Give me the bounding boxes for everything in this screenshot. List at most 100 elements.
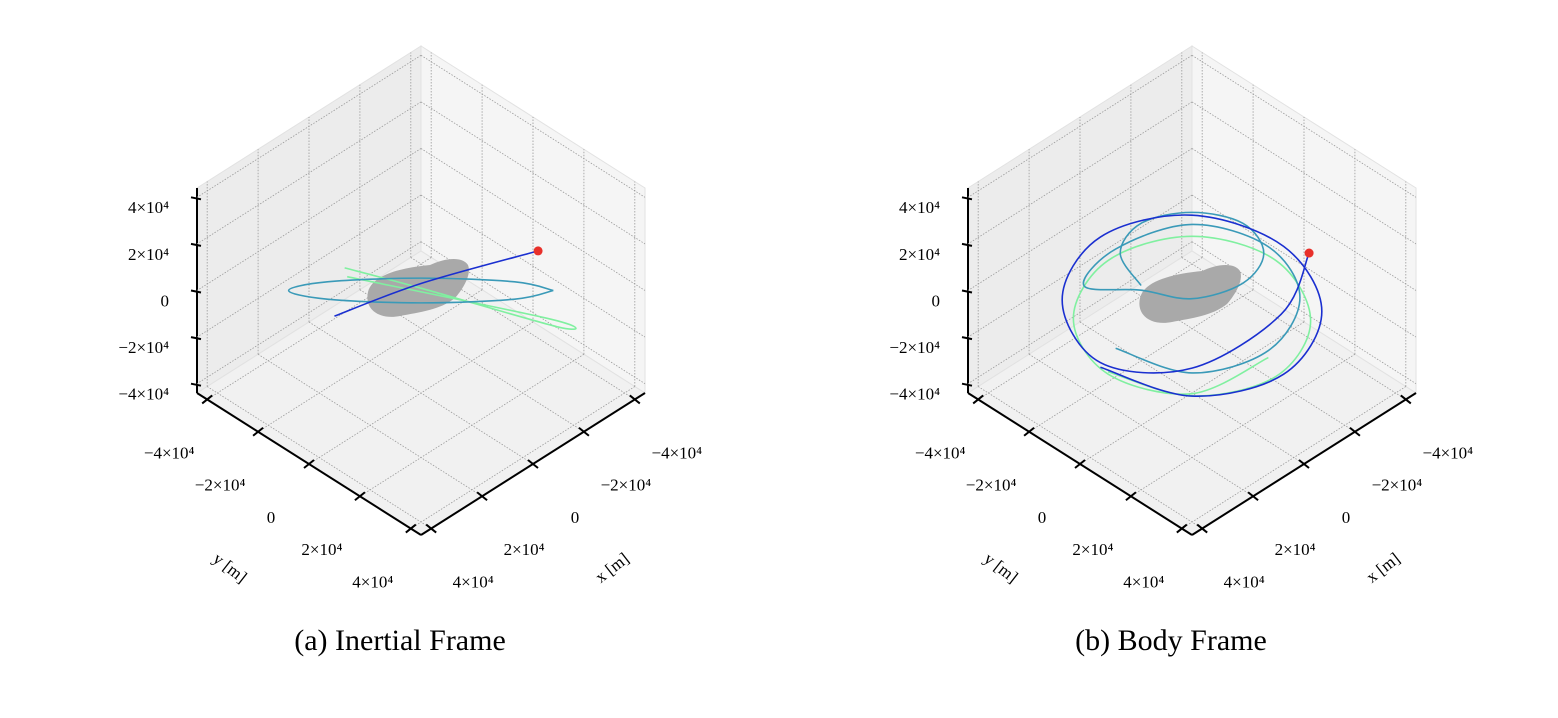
tick-mark	[578, 426, 590, 437]
trajectory	[334, 250, 539, 317]
tick-mark	[190, 289, 202, 294]
tick-mark	[190, 382, 202, 387]
x-tick-label: −2×10⁴	[1372, 476, 1423, 495]
y-tick-label: −4×10⁴	[915, 443, 966, 462]
tick-mark	[190, 196, 202, 201]
tick-mark	[190, 242, 202, 247]
grid-line	[967, 194, 1193, 338]
tick-mark	[425, 523, 437, 534]
grid-line	[420, 101, 646, 245]
grid-line	[1181, 386, 1407, 529]
grid-line	[206, 257, 432, 400]
z-tick-label: 2×10⁴	[128, 245, 169, 264]
tick-mark	[961, 242, 973, 247]
trajectory	[1061, 214, 1323, 397]
tick-mark	[961, 289, 973, 294]
x-tick-label: −4×10⁴	[1423, 443, 1474, 462]
grid-line	[1191, 101, 1417, 245]
z-tick-label: 4×10⁴	[128, 198, 169, 217]
trajectory	[1082, 211, 1301, 374]
z-tick-label: 2×10⁴	[899, 245, 940, 264]
tick-mark	[476, 491, 488, 502]
y-axis-label: y [m]	[209, 549, 250, 587]
z-tick-label: −4×10⁴	[118, 385, 169, 404]
z-tick-label: 4×10⁴	[899, 198, 940, 217]
tick-mark	[1400, 394, 1412, 405]
z-tick-label: −4×10⁴	[889, 385, 940, 404]
tick-mark	[527, 459, 539, 469]
panel-back	[190, 45, 646, 536]
tick-mark	[629, 394, 641, 405]
trajectory	[1072, 235, 1312, 397]
z-tick-label: −2×10⁴	[118, 338, 169, 357]
tick-mark	[1023, 426, 1035, 437]
grid-line	[967, 241, 1193, 385]
trajectory	[287, 277, 554, 304]
tick-mark	[1125, 491, 1137, 502]
x-tick-label: 4×10⁴	[453, 572, 494, 591]
x-tick-label: 0	[571, 508, 580, 527]
grid-line	[1130, 353, 1356, 497]
tick-mark	[190, 336, 202, 341]
y-tick-label: −2×10⁴	[195, 476, 246, 495]
grid-line	[967, 54, 1193, 198]
grid-line	[1191, 54, 1417, 198]
grid-line	[196, 194, 422, 338]
grid-line	[420, 241, 646, 385]
x-tick-label: −4×10⁴	[652, 443, 703, 462]
panel-front: −4×10⁴−2×10⁴02×10⁴4×10⁴−4×10⁴−2×10⁴02×10…	[889, 198, 1473, 591]
grid-line	[359, 353, 585, 497]
tick-mark	[1298, 459, 1310, 469]
asteroid	[1139, 264, 1241, 323]
tick-mark	[1349, 426, 1361, 437]
y-tick-label: −2×10⁴	[966, 476, 1017, 495]
y-tick-label: 2×10⁴	[301, 540, 342, 559]
tick-mark	[1074, 459, 1086, 469]
y-tick-label: 0	[1038, 508, 1047, 527]
tick-mark	[303, 459, 315, 469]
tick-mark	[961, 336, 973, 341]
x-axis-label: x [m]	[591, 549, 632, 587]
tick-mark	[201, 394, 213, 405]
grid-line	[308, 321, 534, 465]
tick-mark	[1176, 523, 1188, 534]
x-tick-label: 2×10⁴	[1275, 540, 1316, 559]
tick-mark	[1247, 491, 1259, 502]
start-point	[1304, 248, 1314, 258]
grid-line	[196, 148, 422, 291]
tick-mark	[1196, 523, 1208, 534]
z-tick-label: 0	[932, 291, 941, 310]
grid-line	[1191, 241, 1417, 385]
grid-line	[1028, 289, 1254, 433]
grid-line	[257, 289, 483, 433]
tick-mark	[252, 426, 264, 437]
caption: (a) Inertial Frame	[294, 624, 506, 657]
y-tick-label: −4×10⁴	[144, 443, 195, 462]
grid-line	[196, 101, 422, 245]
z-tick-label: 0	[161, 291, 170, 310]
caption: (b) Body Frame	[1075, 624, 1267, 657]
grid-line	[1191, 148, 1417, 291]
x-tick-label: 0	[1342, 508, 1351, 527]
trajectory	[344, 267, 577, 330]
z-tick-label: −2×10⁴	[889, 338, 940, 357]
tick-mark	[972, 394, 984, 405]
y-tick-label: 2×10⁴	[1072, 540, 1113, 559]
y-tick-label: 0	[267, 508, 276, 527]
grid-line	[967, 148, 1193, 291]
grid-line	[196, 54, 422, 198]
grid-line	[420, 54, 646, 198]
x-axis-label: x [m]	[1362, 549, 1403, 587]
grid-line	[196, 241, 422, 385]
grid-line	[420, 148, 646, 291]
grid-line	[410, 386, 636, 529]
tick-mark	[354, 491, 366, 502]
tick-mark	[405, 523, 417, 534]
y-tick-label: 4×10⁴	[1123, 572, 1164, 591]
x-tick-label: −2×10⁴	[601, 476, 652, 495]
grid-line	[420, 194, 646, 338]
tick-mark	[961, 382, 973, 387]
tick-mark	[961, 196, 973, 201]
panel-front: −4×10⁴−2×10⁴02×10⁴4×10⁴−4×10⁴−2×10⁴02×10…	[118, 198, 702, 591]
